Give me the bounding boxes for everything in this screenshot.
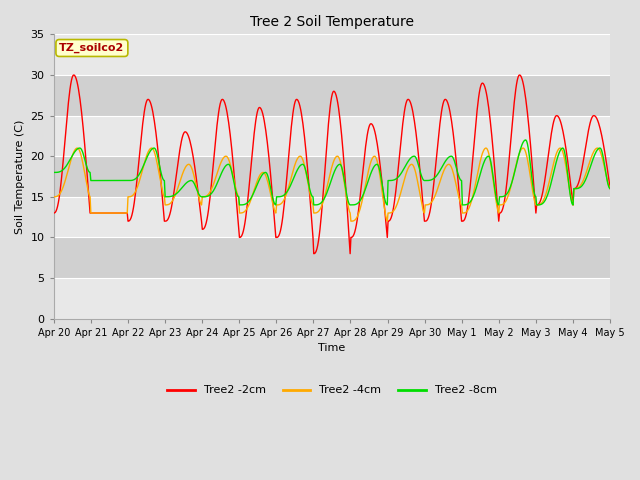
X-axis label: Time: Time bbox=[318, 343, 346, 353]
Bar bbox=[54, 75, 610, 116]
Bar bbox=[54, 238, 610, 278]
Bar bbox=[54, 35, 610, 75]
Text: TZ_soilco2: TZ_soilco2 bbox=[60, 43, 125, 53]
Legend: Tree2 -2cm, Tree2 -4cm, Tree2 -8cm: Tree2 -2cm, Tree2 -4cm, Tree2 -8cm bbox=[163, 381, 501, 400]
Bar bbox=[54, 116, 610, 156]
Y-axis label: Soil Temperature (C): Soil Temperature (C) bbox=[15, 120, 25, 234]
Bar bbox=[54, 278, 610, 319]
Bar bbox=[54, 197, 610, 238]
Bar bbox=[54, 156, 610, 197]
Title: Tree 2 Soil Temperature: Tree 2 Soil Temperature bbox=[250, 15, 414, 29]
